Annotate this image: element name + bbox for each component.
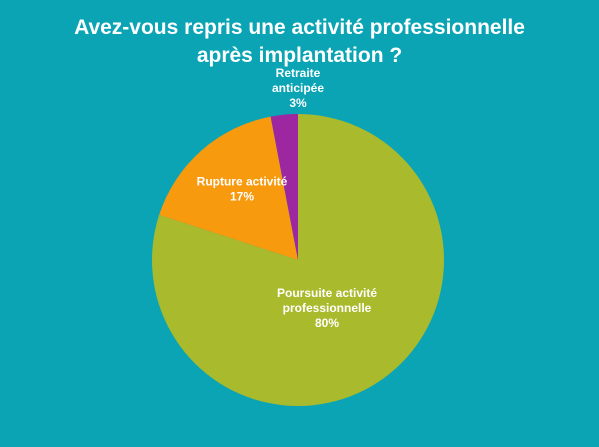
slice-rupture-label: Rupture activité [197, 175, 288, 189]
slice-poursuite-label: professionnelle [283, 301, 372, 315]
slice-retraite-label: anticipée [272, 81, 324, 95]
slice-rupture-value-label: 17% [230, 190, 254, 204]
slice-retraite-label: Retraite [276, 66, 321, 80]
chart-title: Avez-vous repris une activité profession… [40, 14, 559, 70]
slice-retraite [270, 114, 298, 260]
slice-retraite-value-label: 3% [289, 96, 307, 110]
slice-rupture [159, 116, 298, 260]
slice-poursuite [152, 114, 445, 406]
slice-poursuite-value-label: 80% [315, 316, 339, 330]
chart-title-line-1: Avez-vous repris une activité profession… [74, 16, 525, 39]
slice-poursuite-label: Poursuite activité [277, 286, 377, 300]
chart-title-line-2: après implantation ? [196, 44, 403, 67]
